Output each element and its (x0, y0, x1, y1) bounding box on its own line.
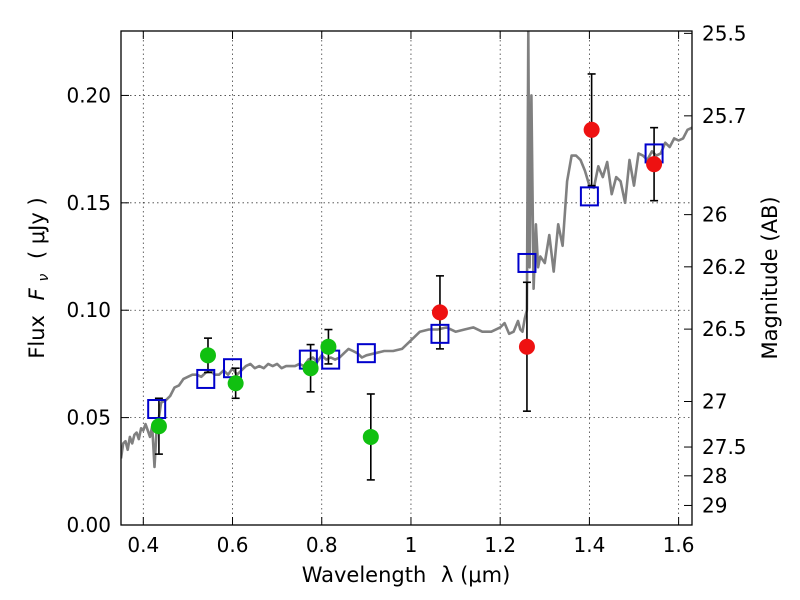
x-tick-label: 1.6 (663, 533, 695, 557)
x-tick-label: 0.8 (306, 533, 338, 557)
optical-data-point (199, 347, 216, 364)
right-tick-label: 25.5 (702, 21, 747, 45)
optical-data-point (320, 338, 337, 355)
x-tick-label: 1 (405, 533, 418, 557)
model-photometry-square (196, 368, 216, 389)
model-photometry-square (517, 252, 537, 273)
spectrum-line (121, 31, 692, 469)
nir-data-point (646, 156, 663, 173)
right-tick-label: 26.2 (702, 255, 747, 279)
x-tick-label: 1.4 (573, 533, 605, 557)
plot-frame (120, 30, 693, 526)
model-photometry-square (147, 399, 167, 420)
optical-data-point (150, 418, 167, 435)
right-tick-label: 27 (702, 390, 727, 414)
axis-ticks: 0.4 0.6 0.8 1 1.2 1.4 1.6 0.00 0.05 0.10 0.15 0.20 2… (66, 21, 746, 557)
y-tick-label: 0.20 (66, 83, 111, 107)
model-photometry-square (356, 343, 376, 364)
y-axis-label-text: Flux (25, 315, 49, 359)
y-axis-label-unit: ( μJy ) (25, 197, 49, 259)
model-photometry-square (430, 323, 450, 344)
x-axis-label-symbol: λ (μm) (441, 563, 510, 587)
y-tick-label: 0.10 (66, 298, 111, 322)
optical-data-point (362, 428, 379, 445)
right-tick-label: 26 (702, 203, 727, 227)
y-tick-label: 0.05 (66, 406, 111, 430)
y-axis-label: Flux F ν ( μJy ) (25, 197, 53, 358)
x-axis-label: Wavelength λ (μm) (302, 563, 511, 587)
nir-data-point (431, 304, 448, 321)
right-tick-label: 26.5 (702, 317, 747, 341)
nir-data-point (583, 121, 600, 138)
right-tick-label: 27.5 (702, 435, 747, 459)
y-axis-label-subscript: ν (36, 274, 52, 282)
optical-data-point (302, 360, 319, 377)
x-tick-label: 0.4 (127, 533, 159, 557)
y-tick-label: 0.00 (66, 513, 111, 537)
x-tick-label: 1.2 (484, 533, 516, 557)
right-axis-label: Magnitude (AB) (758, 196, 782, 359)
right-tick-label: 28 (702, 464, 727, 488)
y-tick-label: 0.15 (66, 191, 111, 215)
right-tick-label: 29 (702, 493, 727, 517)
y-axis-label-symbol: F (25, 287, 49, 300)
x-axis-label-text: Wavelength (302, 563, 427, 587)
plot-area (121, 31, 692, 481)
nir-data-point (518, 338, 535, 355)
x-tick-label: 0.6 (217, 533, 249, 557)
optical-data-point (227, 375, 244, 392)
model-photometry-square (579, 186, 599, 207)
right-tick-label: 25.7 (702, 104, 747, 128)
